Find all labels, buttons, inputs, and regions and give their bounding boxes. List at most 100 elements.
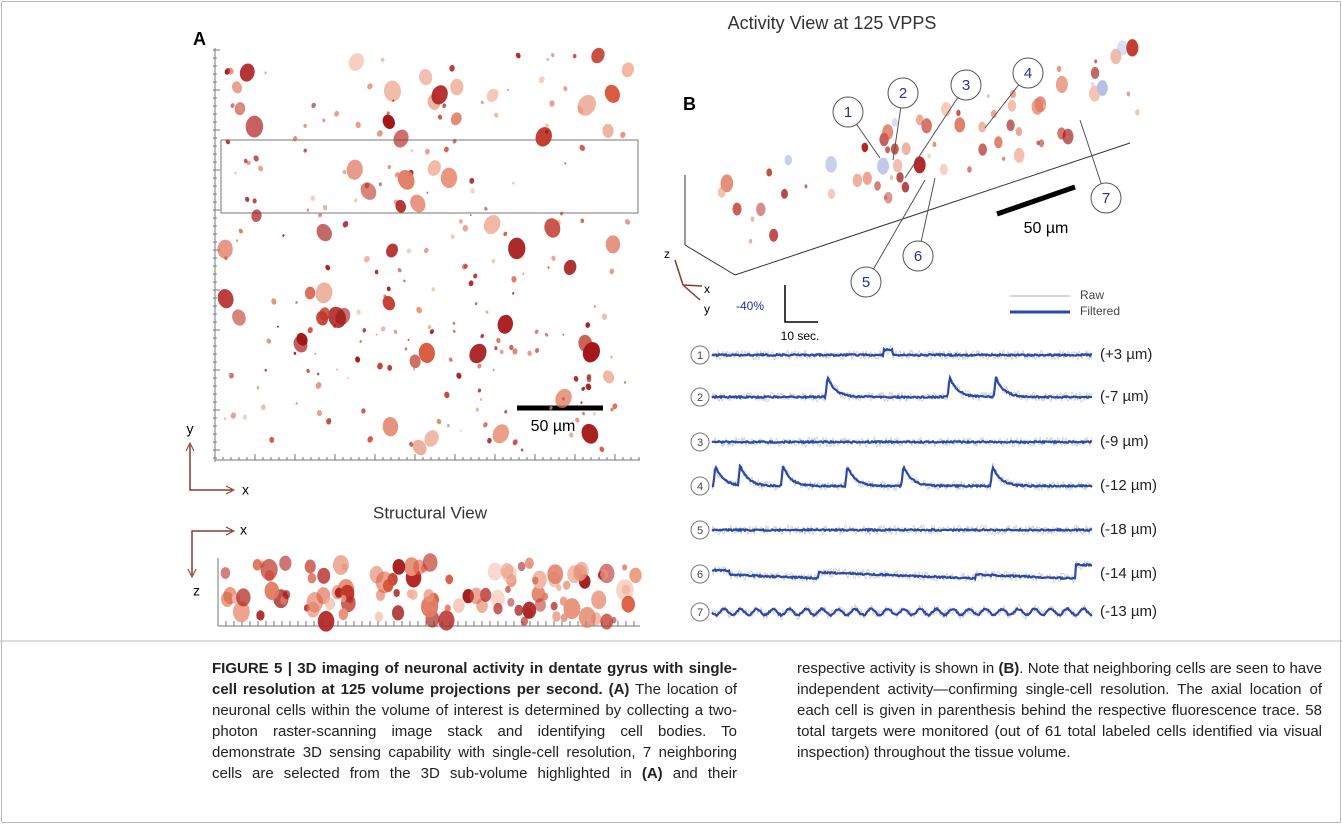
cell (535, 126, 552, 147)
cell (332, 554, 349, 575)
cell (397, 268, 402, 273)
cell (397, 170, 415, 190)
cell (551, 255, 556, 261)
cell (1002, 156, 1006, 161)
cell (469, 343, 487, 364)
cell (468, 280, 474, 287)
callout-circle (1012, 57, 1044, 89)
cell (901, 142, 911, 156)
cell (579, 144, 586, 151)
callout-label: 1 (844, 104, 852, 121)
cell (260, 404, 266, 411)
cell (347, 377, 349, 380)
cell (310, 195, 316, 202)
cell (336, 368, 339, 371)
cell (622, 564, 628, 571)
cell (500, 562, 514, 579)
cell (436, 418, 442, 425)
cell (440, 167, 458, 189)
cell (364, 255, 370, 263)
cell (383, 294, 387, 299)
cell (1090, 81, 1095, 87)
cell (422, 553, 438, 572)
cell (492, 424, 509, 444)
cell (293, 336, 308, 353)
cell (380, 57, 385, 62)
cell (621, 62, 635, 78)
cell (277, 325, 279, 328)
cell (376, 130, 383, 137)
cell (409, 354, 421, 369)
cell (582, 342, 601, 363)
cell (527, 350, 532, 356)
cell (504, 410, 508, 414)
cell (374, 269, 379, 275)
callout-label: 5 (862, 274, 870, 291)
cell (412, 439, 427, 456)
cell (375, 571, 394, 594)
trace-depth: (-9 µm) (1100, 433, 1149, 450)
cell (591, 47, 605, 64)
cell (238, 104, 244, 111)
cell (450, 78, 464, 96)
cell (511, 276, 517, 283)
cell (304, 559, 316, 574)
cell (550, 601, 558, 611)
cell (252, 559, 262, 571)
cell (245, 115, 264, 138)
cell (1126, 39, 1139, 57)
cell (1090, 66, 1100, 80)
cell (825, 156, 837, 173)
cell (469, 177, 475, 184)
callout-circle (902, 240, 934, 272)
cell (252, 198, 257, 204)
legend-filtered: Filtered (1080, 304, 1120, 318)
cell (260, 558, 278, 581)
cell (367, 83, 373, 90)
trace-depth: (-18 µm) (1100, 521, 1157, 538)
trace-index-circle (690, 520, 710, 540)
cell (416, 306, 423, 314)
cell (355, 356, 361, 363)
cell (391, 605, 405, 621)
cell (580, 401, 583, 404)
cell (444, 146, 449, 153)
cell (386, 111, 390, 116)
cell (483, 422, 488, 428)
cell (426, 191, 429, 194)
cell (1056, 65, 1062, 73)
callout-circle (887, 77, 919, 109)
cell (514, 604, 524, 616)
cell (445, 574, 454, 585)
cell (563, 86, 568, 92)
cell (450, 234, 455, 239)
cell (494, 112, 499, 118)
cell (238, 228, 243, 234)
cell (245, 196, 250, 202)
cell (324, 597, 336, 611)
cell (593, 305, 596, 308)
cell (486, 88, 499, 102)
cell (444, 391, 450, 399)
cell (382, 416, 399, 437)
cell (621, 584, 631, 596)
cell (499, 320, 505, 327)
cell (766, 168, 773, 177)
cell (318, 212, 323, 218)
trace-index: 3 (697, 437, 703, 449)
cell (326, 418, 332, 425)
filtered-trace (711, 374, 1092, 401)
cell (374, 611, 384, 622)
cell (228, 372, 232, 377)
cell (387, 364, 393, 371)
cell (438, 610, 455, 631)
cell (232, 81, 243, 94)
cell (403, 279, 406, 283)
cell (956, 109, 961, 116)
filtered-trace (711, 346, 1093, 359)
cell (356, 309, 361, 315)
cell (348, 53, 365, 71)
cell (492, 368, 495, 371)
callout-label: 6 (914, 248, 922, 265)
amplitude-bar-label: -40% (736, 299, 764, 313)
